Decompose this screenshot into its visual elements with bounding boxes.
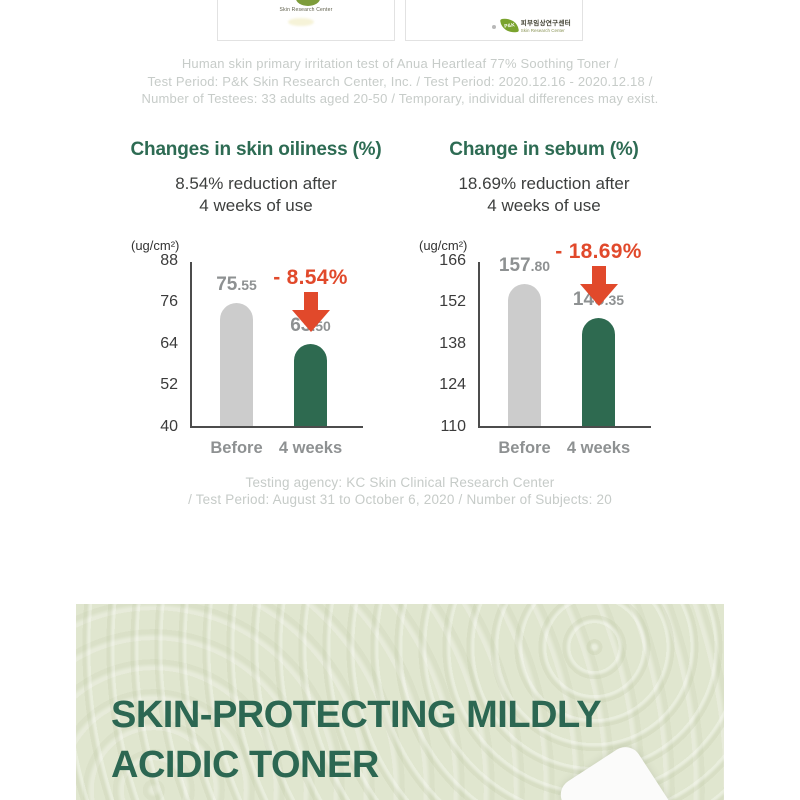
kc-logo-label: Skin Research Center: [279, 7, 333, 13]
plot: 75.55 Before 63.50 4 weeks - 8.54%: [190, 261, 363, 457]
y-tick-label: 124: [439, 376, 466, 393]
disclaimer-line-3: Number of Testees: 33 adults aged 20-50 …: [141, 91, 659, 106]
bar-value-label: 75.55: [216, 273, 257, 295]
down-arrow-icon: [291, 292, 330, 333]
certificate-cards-row: Skin Research Center P&K 피부임상연구센터 Skin R…: [0, 0, 800, 41]
y-axis-unit-label: (ug/cm²): [419, 237, 468, 253]
down-arrow-icon: [579, 265, 618, 306]
charts-row: Changes in skin oiliness (%) 8.54% reduc…: [0, 138, 800, 466]
x-category-label: Before: [498, 438, 551, 457]
hero-title-line-1: SKIN-PROTECTING MILDLY: [111, 693, 602, 736]
chart-subtitle-line-1: 8.54% reduction after: [175, 173, 337, 193]
bar-before: [508, 283, 541, 426]
plot: 157.80 Before 146.35 4 weeks - 18.69%: [478, 240, 651, 457]
kc-logo-icon: [296, 0, 320, 6]
chart-subtitle-line-2: 4 weeks of use: [487, 195, 601, 215]
hero-title: SKIN-PROTECTING MILDLY ACIDIC TONER: [111, 690, 602, 790]
disclaimer-line-1: Human skin primary irritation test of An…: [181, 56, 619, 71]
y-tick-label: 110: [440, 417, 466, 435]
testing-agency-note: Testing agency: KC Skin Clinical Researc…: [0, 474, 800, 509]
y-tick-label: 64: [160, 334, 178, 352]
hero-banner: SKIN-PROTECTING MILDLY ACIDIC TONER: [76, 603, 724, 800]
y-axis-ticks: 88 76 64 52 40: [121, 236, 178, 466]
pk-leaf-icon: P&K: [499, 16, 519, 34]
pk-korean-label: 피부임상연구센터: [520, 20, 571, 27]
hero-title-line-2: ACIDIC TONER: [111, 743, 379, 786]
bar-4-weeks: [582, 317, 615, 426]
pk-leaf-label: P&K: [503, 21, 515, 29]
y-tick-label: 138: [439, 334, 466, 352]
bar-before: [220, 302, 253, 426]
chart-subtitle-line-1: 18.69% reduction after: [458, 173, 630, 193]
chart-subtitle: 18.69% reduction after 4 weeks of use: [409, 173, 679, 217]
y-tick-label: 76: [160, 293, 178, 310]
chart-sebum: Change in sebum (%) 18.69% reduction aft…: [409, 138, 679, 466]
chart-title: Changes in skin oiliness (%): [130, 138, 382, 160]
bar-value-label: 157.80: [498, 254, 551, 276]
chart-plot-area: (ug/cm²) 166 152 138 124 110 157.80 Before 146…: [409, 236, 679, 466]
chart-plot-area: (ug/cm²) 88 76 64 52 40 75.55 Before 63.50 4 we…: [121, 236, 391, 466]
chart-skin-oiliness: Changes in skin oiliness (%) 8.54% reduc…: [121, 138, 391, 466]
y-tick-label: 40: [160, 417, 178, 435]
chart-subtitle: 8.54% reduction after 4 weeks of use: [121, 173, 391, 217]
card-stamp-smudge: [288, 18, 314, 26]
pk-logo: P&K 피부임상연구센터 Skin Research Center: [499, 16, 571, 34]
x-category-label: 4 weeks: [566, 438, 631, 457]
chart-subtitle-line-2: 4 weeks of use: [199, 195, 313, 215]
x-category-label: 4 weeks: [278, 438, 343, 457]
chart-title: Change in sebum (%): [449, 138, 639, 160]
pk-english-label: Skin Research Center: [520, 28, 565, 33]
reduction-annotation: - 8.54%: [273, 266, 348, 290]
y-tick-label: 152: [439, 293, 466, 310]
bar-4-weeks: [294, 344, 327, 426]
reduction-annotation: - 18.69%: [555, 239, 642, 263]
footer-line-2: / Test Period: August 31 to October 6, 2…: [188, 492, 612, 507]
y-axis-unit-label: (ug/cm²): [131, 237, 180, 253]
text-speck: [492, 25, 496, 29]
y-tick-label: 88: [160, 251, 178, 269]
footer-line-1: Testing agency: KC Skin Clinical Researc…: [245, 474, 555, 490]
y-tick-label: 52: [160, 376, 178, 393]
y-tick-label: 166: [439, 251, 466, 269]
certificate-card-left: Skin Research Center: [217, 0, 395, 41]
test-disclaimer: Human skin primary irritation test of An…: [0, 55, 800, 108]
y-axis-ticks: 166 152 138 124 110: [409, 236, 466, 466]
certificate-card-right: P&K 피부임상연구센터 Skin Research Center: [405, 0, 583, 41]
disclaimer-line-2: Test Period: P&K Skin Research Center, I…: [147, 73, 653, 89]
pk-logo-text: 피부임상연구센터 Skin Research Center: [521, 17, 571, 33]
x-category-label: Before: [210, 438, 263, 457]
